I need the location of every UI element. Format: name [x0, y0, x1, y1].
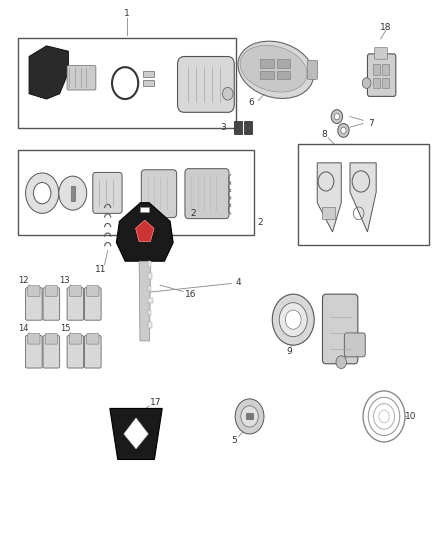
- Text: 15: 15: [60, 324, 70, 333]
- Circle shape: [33, 182, 51, 204]
- Bar: [373, 64, 380, 75]
- Bar: [297, 144, 428, 245]
- Text: 10: 10: [405, 412, 417, 421]
- Bar: [261, 59, 274, 68]
- Text: 12: 12: [18, 276, 28, 285]
- FancyBboxPatch shape: [185, 168, 229, 219]
- Text: 14: 14: [18, 324, 28, 333]
- Circle shape: [334, 114, 339, 120]
- Text: 13: 13: [60, 276, 70, 285]
- FancyBboxPatch shape: [45, 286, 57, 296]
- Bar: [277, 59, 290, 68]
- FancyBboxPatch shape: [69, 286, 81, 296]
- FancyBboxPatch shape: [43, 288, 60, 320]
- Text: 4: 4: [236, 278, 241, 287]
- Bar: [373, 78, 380, 88]
- Polygon shape: [317, 163, 341, 232]
- FancyBboxPatch shape: [25, 288, 42, 320]
- Polygon shape: [136, 220, 154, 241]
- FancyBboxPatch shape: [85, 336, 101, 368]
- Bar: [244, 121, 252, 134]
- FancyBboxPatch shape: [67, 288, 84, 320]
- FancyBboxPatch shape: [28, 286, 40, 296]
- Polygon shape: [124, 418, 148, 449]
- Bar: [18, 150, 254, 235]
- Text: 7: 7: [368, 119, 374, 128]
- Bar: [382, 64, 389, 75]
- FancyBboxPatch shape: [69, 334, 81, 344]
- Circle shape: [331, 110, 343, 124]
- Text: 6: 6: [249, 98, 254, 107]
- FancyBboxPatch shape: [25, 336, 42, 368]
- Bar: [148, 261, 151, 266]
- Bar: [71, 185, 75, 200]
- Text: 11: 11: [95, 265, 107, 273]
- FancyBboxPatch shape: [87, 286, 99, 296]
- Bar: [234, 121, 242, 134]
- Bar: [148, 298, 152, 303]
- Text: 2: 2: [190, 209, 196, 218]
- Polygon shape: [350, 163, 376, 232]
- FancyBboxPatch shape: [93, 172, 122, 213]
- Polygon shape: [117, 203, 173, 261]
- Circle shape: [336, 356, 346, 368]
- Circle shape: [338, 124, 349, 138]
- Bar: [246, 413, 253, 418]
- Circle shape: [286, 310, 301, 329]
- Bar: [277, 71, 290, 79]
- Text: 17: 17: [150, 398, 162, 407]
- Ellipse shape: [240, 45, 307, 92]
- Bar: [148, 310, 151, 316]
- FancyBboxPatch shape: [374, 47, 388, 59]
- Circle shape: [59, 176, 87, 210]
- Text: 9: 9: [286, 347, 292, 356]
- Text: 3: 3: [220, 123, 226, 132]
- FancyBboxPatch shape: [367, 54, 396, 96]
- FancyBboxPatch shape: [67, 336, 84, 368]
- FancyBboxPatch shape: [87, 334, 99, 344]
- Bar: [321, 207, 335, 219]
- Bar: [148, 273, 152, 279]
- Circle shape: [25, 173, 59, 213]
- FancyBboxPatch shape: [307, 60, 318, 79]
- Circle shape: [279, 303, 307, 337]
- Circle shape: [223, 87, 233, 100]
- Text: 18: 18: [380, 23, 392, 32]
- Text: 5: 5: [231, 436, 237, 445]
- FancyBboxPatch shape: [177, 56, 234, 112]
- Bar: [148, 286, 151, 291]
- Polygon shape: [139, 261, 150, 341]
- Text: 2: 2: [258, 219, 263, 228]
- FancyBboxPatch shape: [28, 334, 40, 344]
- Bar: [261, 71, 274, 79]
- Text: 16: 16: [185, 289, 196, 298]
- Text: 1: 1: [124, 10, 130, 19]
- Polygon shape: [110, 408, 162, 459]
- Bar: [143, 71, 153, 77]
- Bar: [141, 207, 149, 212]
- FancyBboxPatch shape: [43, 336, 60, 368]
- Polygon shape: [29, 46, 68, 99]
- Circle shape: [235, 399, 264, 434]
- Circle shape: [341, 127, 346, 134]
- Circle shape: [272, 294, 314, 345]
- Bar: [382, 78, 389, 88]
- FancyBboxPatch shape: [45, 334, 57, 344]
- FancyBboxPatch shape: [141, 169, 177, 217]
- Text: 8: 8: [321, 130, 327, 139]
- Bar: [143, 80, 153, 86]
- Ellipse shape: [238, 41, 314, 99]
- FancyBboxPatch shape: [85, 288, 101, 320]
- Circle shape: [241, 406, 258, 427]
- FancyBboxPatch shape: [344, 333, 365, 357]
- FancyBboxPatch shape: [322, 294, 358, 364]
- Bar: [18, 38, 237, 128]
- FancyBboxPatch shape: [67, 66, 96, 90]
- Circle shape: [362, 78, 371, 88]
- Bar: [148, 322, 152, 328]
